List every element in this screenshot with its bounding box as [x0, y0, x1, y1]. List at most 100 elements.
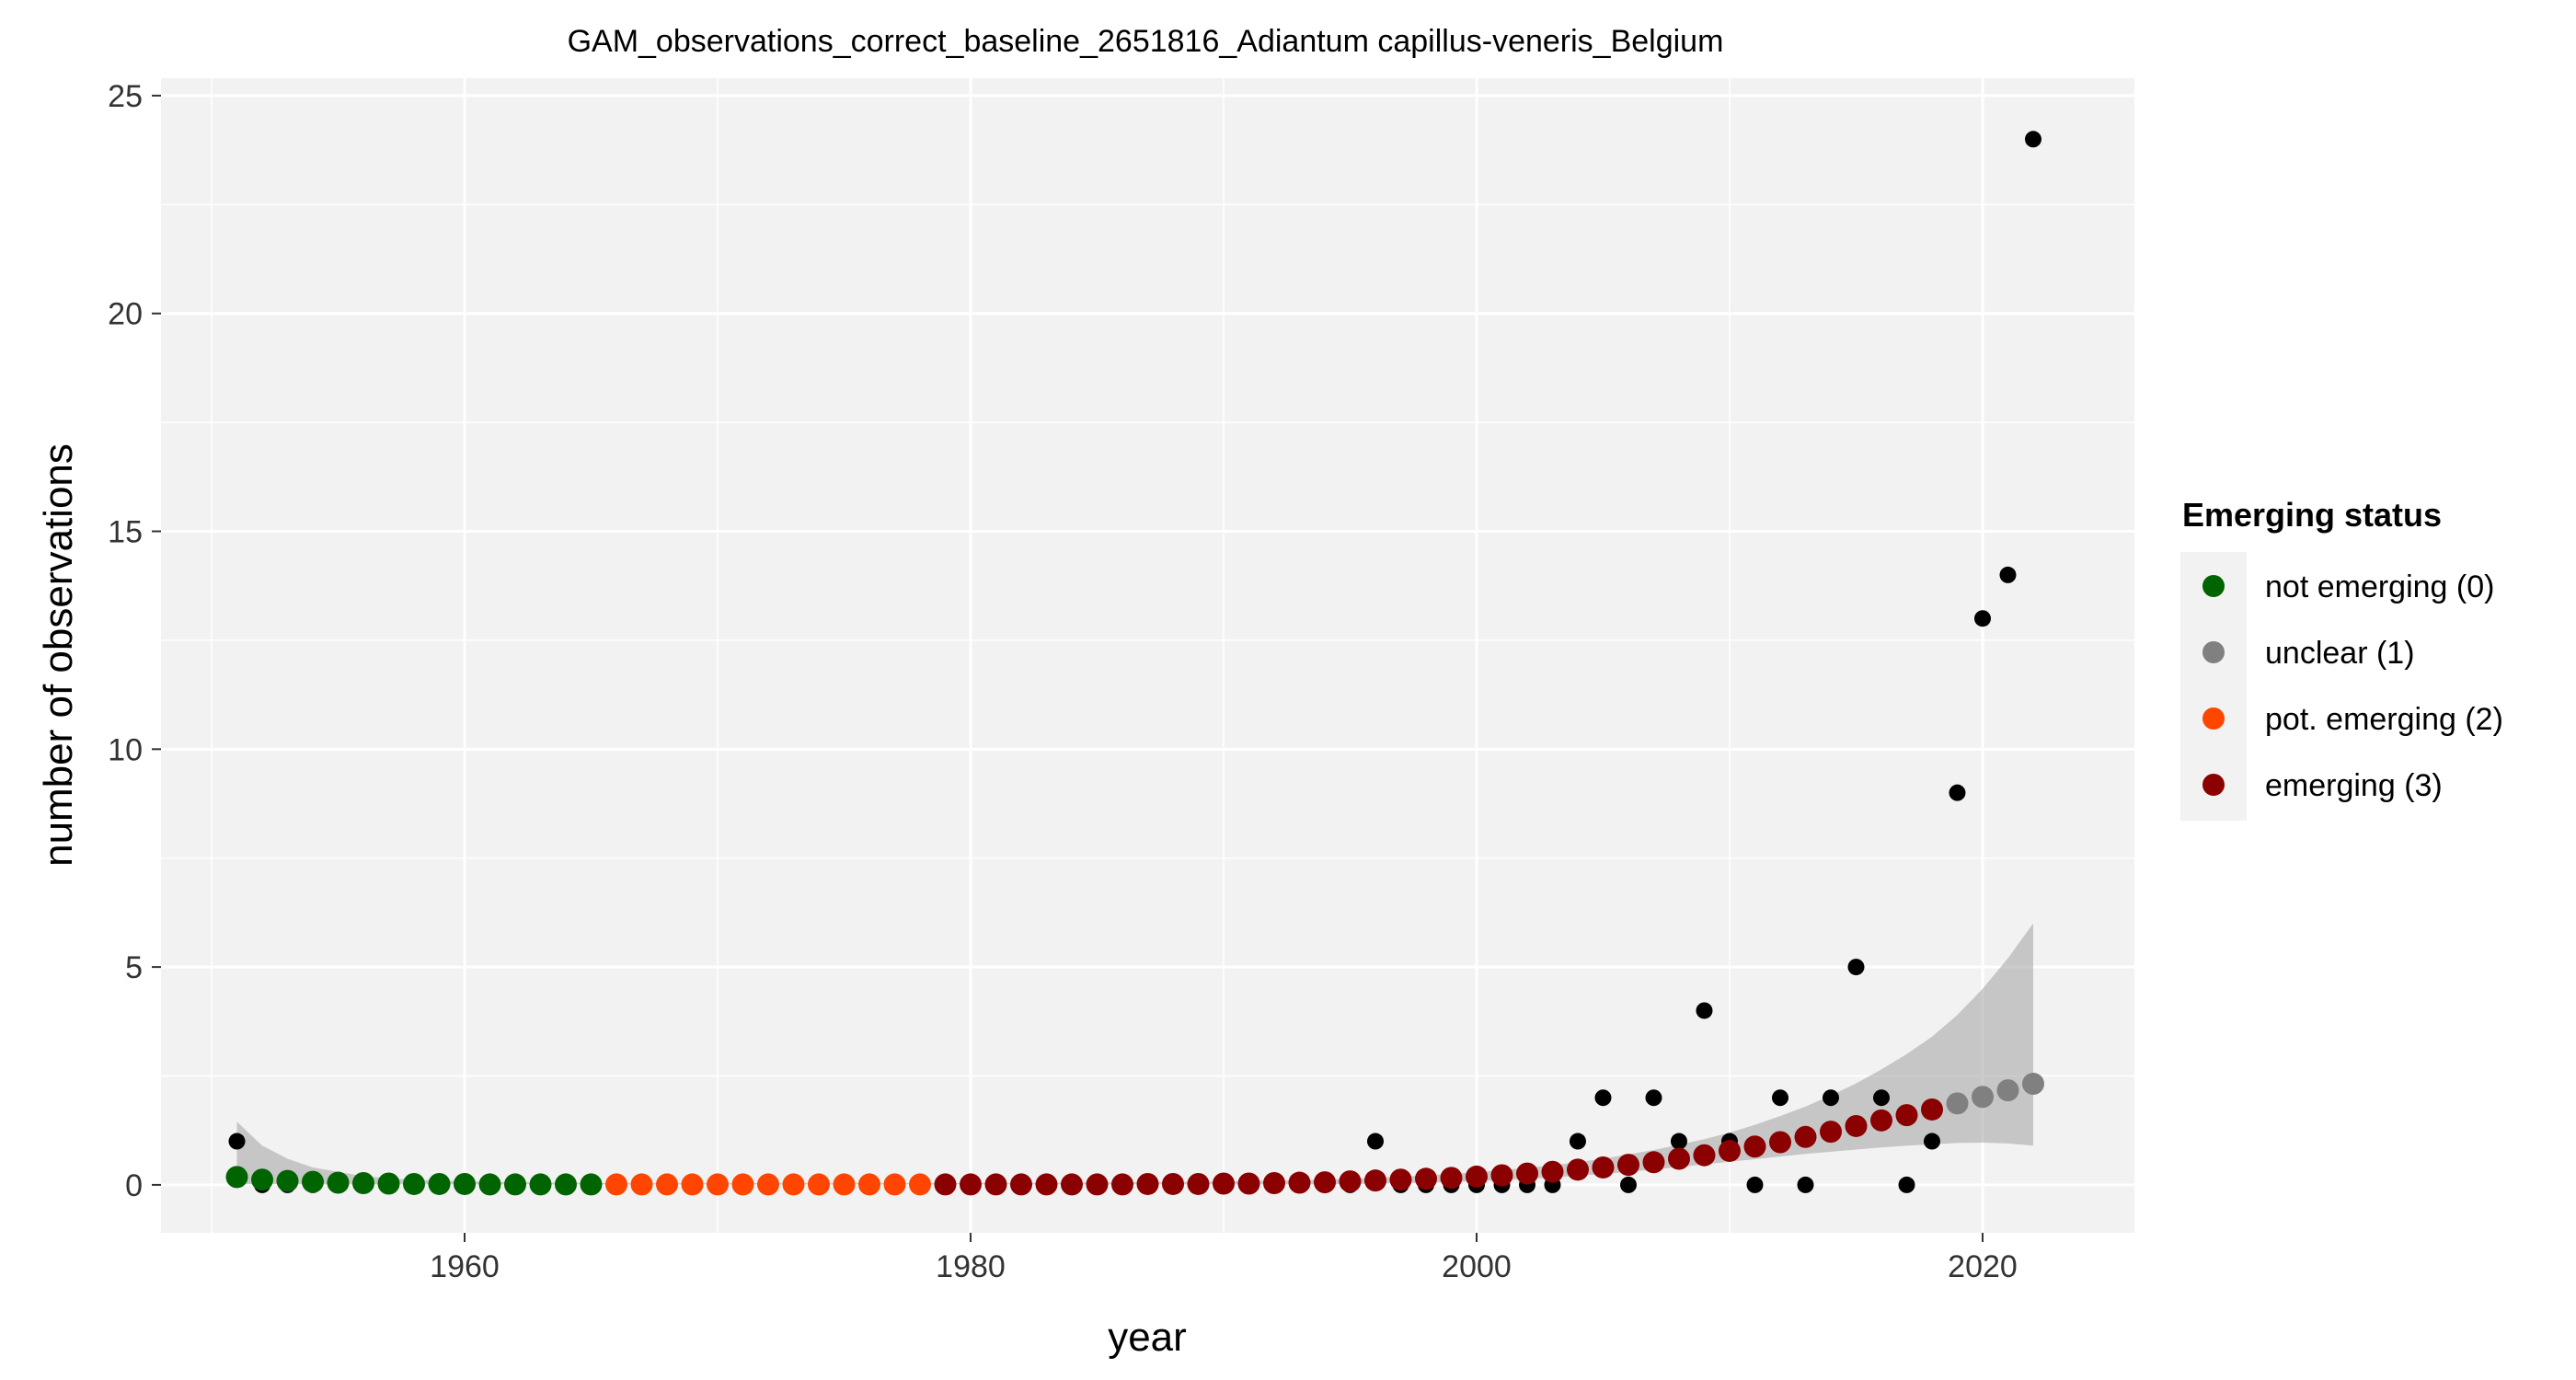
gam-fit-point	[1516, 1162, 1538, 1185]
observation-point	[1696, 1002, 1713, 1019]
gam-fit-point	[1010, 1173, 1032, 1196]
x-tick-label: 1980	[936, 1249, 1006, 1284]
gam-fit-point	[909, 1173, 931, 1196]
gam-fit-point	[782, 1173, 805, 1196]
gam-fit-point	[934, 1173, 957, 1196]
gam-fit-point	[1769, 1131, 1791, 1154]
observation-point	[1645, 1089, 1662, 1107]
gam-fit-point	[808, 1173, 830, 1196]
gam-fit-point	[1743, 1135, 1766, 1158]
y-tick-label: 15	[108, 515, 143, 550]
observation-point	[1594, 1089, 1612, 1107]
observation-point	[1974, 610, 1991, 627]
observation-point	[1620, 1176, 1637, 1193]
gam-fit-point	[1972, 1086, 1994, 1109]
gam-fit-point	[1870, 1109, 1892, 1132]
gam-fit-point	[1364, 1169, 1386, 1192]
gam-fit-point	[883, 1173, 906, 1196]
gam-fit-point	[1592, 1156, 1615, 1179]
gam-fit-point	[276, 1169, 299, 1192]
gam-fit-point	[1086, 1173, 1109, 1196]
gam-fit-point	[504, 1173, 526, 1196]
gam-fit-point	[327, 1171, 350, 1194]
gam-fit-point	[630, 1173, 653, 1196]
gam-fit-point	[1111, 1173, 1133, 1196]
gam-fit-point	[858, 1173, 880, 1196]
gam-fit-point	[1440, 1167, 1463, 1190]
gam-fit-point	[1187, 1172, 1210, 1195]
gam-fit-point	[478, 1173, 501, 1196]
y-tick-label: 10	[108, 732, 143, 767]
x-tick-label: 2000	[1442, 1249, 1512, 1284]
gam-fit-point	[1921, 1098, 1943, 1121]
gam-fit-point	[1895, 1104, 1918, 1127]
gam-fit-point	[1642, 1151, 1665, 1174]
legend-key	[2202, 774, 2225, 796]
y-tick-label: 25	[108, 79, 143, 114]
gam-fit-point	[302, 1170, 324, 1193]
gam-fit-point	[1567, 1158, 1589, 1181]
gam-fit-point	[1794, 1125, 1817, 1148]
gam-fit-point	[580, 1173, 603, 1196]
legend-label: not emerging (0)	[2265, 569, 2494, 604]
gam-fit-point	[757, 1173, 779, 1196]
legend-title: Emerging status	[2182, 496, 2442, 534]
observation-point	[1367, 1133, 1384, 1150]
gam-fit-point	[2022, 1073, 2044, 1096]
legend-entries: not emerging (0) unclear (1) pot. emerging…	[2202, 569, 2503, 803]
gam-fit-point	[1288, 1171, 1311, 1194]
observation-point	[1924, 1133, 1940, 1150]
gam-fit-point	[1237, 1172, 1260, 1195]
gam-fit-point	[1415, 1167, 1437, 1190]
observation-point	[1797, 1176, 1814, 1193]
x-axis-title: year	[1108, 1315, 1187, 1360]
observation-point	[1847, 959, 1865, 976]
observation-point	[2025, 131, 2041, 148]
observation-point	[1671, 1133, 1687, 1150]
x-tick-label: 2020	[1948, 1249, 2018, 1284]
gam-fit-point	[656, 1173, 678, 1196]
gam-fit-point	[984, 1173, 1007, 1196]
gam-fit-point	[1162, 1172, 1184, 1195]
gam-fit-point	[1213, 1172, 1235, 1195]
legend-label: unclear (1)	[2265, 636, 2415, 671]
gam-fit-point	[1845, 1114, 1868, 1137]
legend-label: pot. emerging (2)	[2265, 702, 2503, 737]
plot-panel	[161, 78, 2134, 1233]
legend-key	[2202, 575, 2225, 597]
gam-fit-point	[1263, 1172, 1285, 1195]
gam-fit-point	[1389, 1168, 1412, 1191]
gam-fit-point	[1617, 1154, 1639, 1177]
observation-point	[1823, 1089, 1839, 1107]
gam-fit-point	[1466, 1165, 1488, 1188]
observation-point	[1949, 784, 1966, 801]
gam-fit-point	[1668, 1147, 1690, 1170]
legend: Emerging status not emerging (0) unclear …	[2180, 496, 2503, 821]
axes: 1960 1980 2000 2020 0 5 10 15 20 25	[108, 79, 2018, 1284]
gam-fit-point	[605, 1173, 627, 1196]
observation-point	[1999, 566, 2017, 583]
gam-fit-point	[529, 1173, 552, 1196]
gam-fit-point	[1136, 1172, 1159, 1195]
gam-fit-point	[352, 1172, 374, 1195]
gam-fit-point	[833, 1173, 856, 1196]
x-tick-label: 1960	[430, 1249, 500, 1284]
gam-fit-point	[1719, 1139, 1741, 1162]
gam-fit-point	[403, 1172, 425, 1195]
observation-point	[1570, 1133, 1586, 1150]
gam-fit-point	[1035, 1173, 1058, 1196]
observation-point	[228, 1133, 246, 1150]
gam-fit-point	[1314, 1171, 1336, 1194]
gam-fit-point	[681, 1173, 704, 1196]
gam-fit-point	[707, 1173, 729, 1196]
observation-point	[1898, 1176, 1915, 1193]
gam-fit-point	[960, 1173, 982, 1196]
gam-fit-point	[454, 1172, 476, 1195]
gam-fit-point	[1339, 1170, 1362, 1193]
chart-title: GAM_observations_correct_baseline_265181…	[568, 24, 1724, 59]
gam-fit-point	[1820, 1121, 1842, 1144]
gam-fit-point	[1996, 1079, 2019, 1102]
y-tick-label: 5	[125, 950, 143, 985]
gam-fit-point	[1541, 1160, 1564, 1183]
